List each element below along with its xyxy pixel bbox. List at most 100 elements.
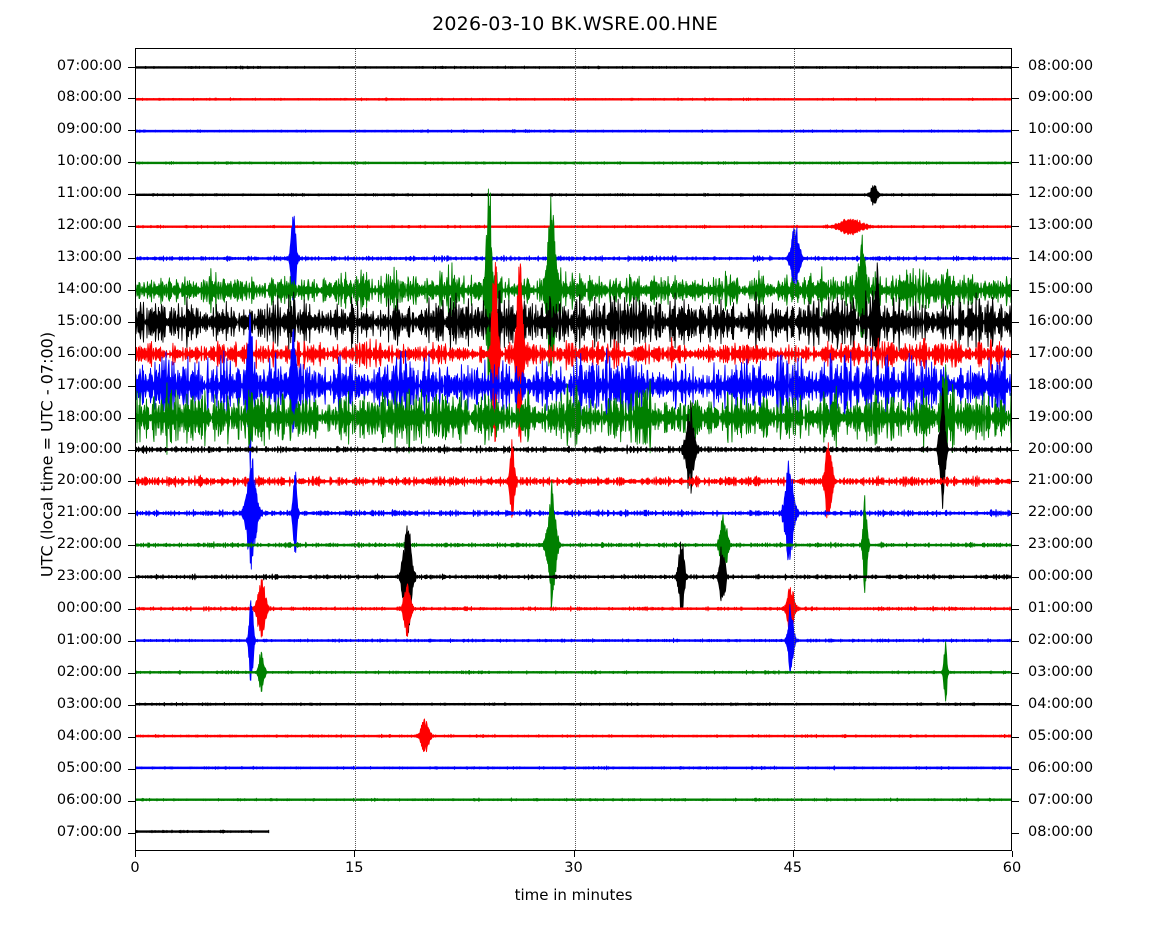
y-tick-label-left: 05:00:00: [56, 759, 122, 776]
y-tick-mark-left: [128, 226, 135, 228]
y-tick-mark-right: [1012, 66, 1019, 68]
y-tick-label-right: 03:00:00: [1028, 663, 1094, 680]
y-tick-label-left: 03:00:00: [56, 695, 122, 712]
y-tick-label-right: 15:00:00: [1028, 280, 1094, 297]
y-tick-mark-left: [128, 800, 135, 802]
y-tick-mark-right: [1012, 258, 1019, 259]
y-tick-label-right: 05:00:00: [1028, 727, 1094, 744]
trace-row: [136, 313, 1011, 471]
x-tick-mark: [354, 851, 356, 857]
y-tick-mark-right: [1012, 194, 1019, 196]
y-tick-label-left: 10:00:00: [56, 153, 122, 170]
y-tick-label-left: 02:00:00: [56, 663, 122, 680]
y-tick-mark-right: [1012, 672, 1019, 674]
y-tick-mark-right: [1012, 353, 1019, 355]
y-tick-mark-left: [128, 321, 135, 323]
seismic-traces: [136, 65, 1011, 834]
y-tick-label-left: 09:00:00: [56, 121, 122, 138]
y-tick-label-right: 19:00:00: [1028, 408, 1094, 425]
y-tick-label-right: 23:00:00: [1028, 536, 1094, 553]
page-title: 2026-03-10 BK.WSRE.00.HNE: [432, 13, 718, 35]
y-tick-mark-left: [128, 577, 135, 579]
y-tick-label-left: 08:00:00: [56, 89, 122, 106]
y-tick-label-left: 19:00:00: [56, 440, 122, 457]
y-tick-mark-left: [128, 513, 135, 515]
y-tick-label-left: 07:00:00: [56, 823, 122, 840]
x-tick-mark: [792, 851, 794, 857]
y-tick-mark-right: [1012, 641, 1019, 642]
x-tick-label: 60: [1002, 860, 1022, 876]
x-tick-label: 45: [783, 860, 802, 876]
y-tick-label-left: 14:00:00: [56, 280, 122, 297]
y-tick-mark-left: [128, 162, 135, 164]
y-tick-mark-left: [128, 768, 135, 770]
x-tick-label: 15: [345, 860, 364, 876]
y-tick-label-right: 09:00:00: [1028, 89, 1094, 106]
y-tick-mark-right: [1012, 289, 1019, 291]
y-tick-mark-right: [1012, 577, 1019, 579]
x-tick-mark: [1012, 851, 1013, 857]
y-tick-mark-left: [128, 481, 135, 483]
y-tick-mark-right: [1012, 736, 1019, 738]
x-tick-mark: [135, 851, 136, 857]
y-tick-label-left: 01:00:00: [56, 632, 122, 648]
y-tick-mark-right: [1012, 704, 1019, 706]
y-tick-mark-right: [1012, 545, 1019, 547]
y-tick-label-right: 10:00:00: [1028, 121, 1094, 138]
y-tick-label-left: 20:00:00: [56, 472, 122, 489]
y-tick-label-right: 12:00:00: [1028, 185, 1094, 202]
y-tick-mark-left: [128, 609, 135, 611]
x-tick-mark: [573, 851, 575, 857]
y-tick-mark-right: [1012, 417, 1019, 419]
y-tick-label-right: 08:00:00: [1028, 823, 1094, 840]
y-tick-label-left: 00:00:00: [56, 600, 122, 617]
y-tick-label-right: 18:00:00: [1028, 376, 1094, 393]
y-tick-label-left: 07:00:00: [56, 57, 122, 74]
y-tick-mark-right: [1012, 98, 1019, 100]
y-tick-mark-left: [128, 417, 135, 419]
y-tick-mark-right: [1012, 385, 1019, 387]
y-tick-mark-left: [128, 832, 135, 834]
trace-row: [136, 262, 1011, 392]
y-tick-mark-left: [128, 672, 135, 674]
y-tick-mark-right: [1012, 800, 1019, 802]
trace-row: [136, 718, 1011, 753]
y-tick-label-left: 23:00:00: [56, 568, 122, 585]
y-tick-label-right: 16:00:00: [1028, 312, 1094, 329]
y-tick-mark-right: [1012, 321, 1019, 323]
plot-area[interactable]: [135, 48, 1012, 851]
trace-row: [136, 364, 1011, 467]
y-tick-label-left: 11:00:00: [56, 185, 122, 202]
y-tick-label-left: 15:00:00: [56, 312, 122, 329]
y-tick-label-left: 18:00:00: [56, 408, 122, 425]
y-tick-label-right: 13:00:00: [1028, 217, 1094, 234]
y-tick-label-right: 06:00:00: [1028, 759, 1094, 776]
y-tick-mark-left: [128, 385, 135, 387]
y-tick-mark-right: [1012, 226, 1019, 228]
y-tick-mark-right: [1012, 481, 1019, 483]
trace-row: [136, 188, 1011, 406]
y-tick-mark-left: [128, 449, 135, 451]
y-tick-mark-left: [128, 258, 135, 259]
y-tick-mark-right: [1012, 609, 1019, 611]
y-tick-mark-right: [1012, 513, 1019, 515]
y-tick-label-left: 22:00:00: [56, 536, 122, 553]
y-tick-label-right: 20:00:00: [1028, 440, 1094, 457]
y-tick-mark-left: [128, 736, 135, 738]
x-tick-label: 30: [564, 860, 583, 876]
y-tick-mark-right: [1012, 162, 1019, 164]
x-axis-label: time in minutes: [514, 886, 633, 904]
y-tick-label-left: 16:00:00: [56, 344, 122, 361]
y-tick-label-right: 00:00:00: [1028, 568, 1094, 585]
y-tick-mark-left: [128, 194, 135, 196]
y-tick-label-right: 14:00:00: [1028, 249, 1094, 265]
y-tick-label-right: 07:00:00: [1028, 791, 1094, 808]
y-tick-label-right: 11:00:00: [1028, 153, 1094, 170]
y-tick-label-left: 12:00:00: [56, 217, 122, 234]
y-tick-label-left: 13:00:00: [56, 249, 122, 265]
y-tick-label-right: 22:00:00: [1028, 504, 1094, 521]
y-tick-mark-left: [128, 66, 135, 68]
y-tick-mark-right: [1012, 130, 1019, 132]
y-tick-label-left: 21:00:00: [56, 504, 122, 521]
